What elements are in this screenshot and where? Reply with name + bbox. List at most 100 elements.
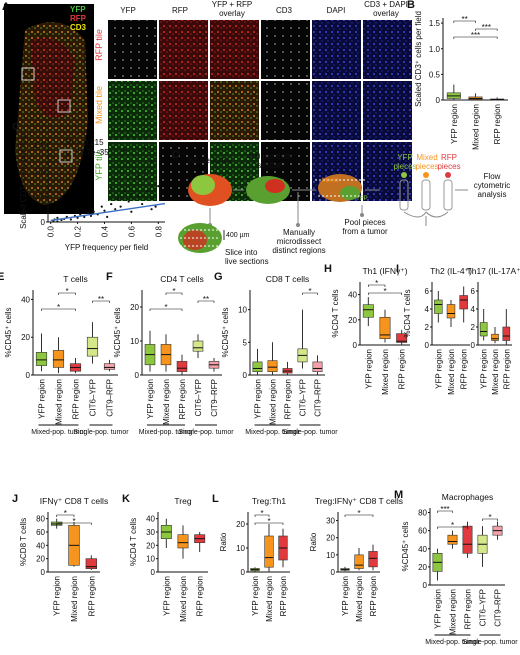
y-tick-label: 0 xyxy=(471,341,476,350)
box xyxy=(312,361,323,373)
y-axis-label: Ratio xyxy=(309,532,318,551)
significance-bracket xyxy=(197,300,215,303)
slices-rfp xyxy=(183,230,207,250)
image-tile xyxy=(210,81,259,140)
y-axis-label: %CD45⁺ cells xyxy=(221,307,230,357)
significance-bracket xyxy=(254,514,270,517)
x-tick-label: CIT9–RFP xyxy=(106,379,115,417)
y-tick-label: 0 xyxy=(241,568,246,577)
image-tile xyxy=(159,81,208,140)
legend-rfp: RFP xyxy=(70,14,87,23)
x-tick-label: RFP region xyxy=(464,589,473,629)
x-tick-label: Mixed region xyxy=(70,576,79,622)
y-axis-label: %CD45⁺ cells xyxy=(401,521,410,571)
chart-title: Treg xyxy=(174,496,191,506)
y-tick-label: 30 xyxy=(326,517,335,526)
x-tick-label: YFP region xyxy=(364,349,373,389)
column-header: RFP xyxy=(172,6,188,15)
fit-line xyxy=(50,202,166,222)
point xyxy=(143,169,146,172)
x-tick-label: Mixed region xyxy=(179,576,188,622)
legend-cd3: CD3 xyxy=(70,23,87,32)
y-tick-label: 0.5 xyxy=(34,192,46,201)
panel-label: K xyxy=(122,493,130,505)
y-tick-label: 10 xyxy=(146,555,155,564)
point xyxy=(100,205,103,208)
y-tick-label: 40 xyxy=(146,515,155,524)
image-tile xyxy=(363,142,412,201)
point xyxy=(76,216,79,219)
significance-label: * xyxy=(172,287,175,296)
x-tick-label: RFP region xyxy=(398,349,407,389)
y-axis-label: Scaled CD3⁺ cells per field xyxy=(414,11,423,107)
point xyxy=(106,215,109,218)
y-tick-label: 0 xyxy=(26,371,31,380)
significance-label: * xyxy=(451,521,454,530)
y-tick-label: 0 xyxy=(423,581,428,590)
y-tick-label: 40 xyxy=(348,291,357,300)
box xyxy=(354,554,364,569)
y-tick-label: 60 xyxy=(418,527,427,536)
point xyxy=(56,220,59,223)
image-tile xyxy=(159,20,208,79)
image-tile xyxy=(261,81,310,140)
connector-dot xyxy=(296,223,300,227)
x-tick-label: Mixed region xyxy=(162,379,171,425)
y-axis-label: %CD4 T cells xyxy=(331,289,340,337)
significance-bracket xyxy=(453,20,476,23)
significance-label: * xyxy=(64,509,67,518)
y-tick-label: 0 xyxy=(331,568,336,577)
y-tick-label: 20 xyxy=(36,555,45,564)
x-tick-label: RFP region xyxy=(196,576,205,616)
panel-label: B xyxy=(407,0,415,11)
point xyxy=(130,192,133,195)
x-tick-label: RFP region xyxy=(87,576,96,616)
significance-bracket xyxy=(92,300,110,303)
x-tick-label: RFP region xyxy=(493,104,502,144)
tube xyxy=(399,179,409,211)
step-label: Whole tumor xyxy=(187,156,233,165)
step-label: Flow cytometric analysis xyxy=(473,172,511,199)
box xyxy=(267,360,278,373)
significance-bracket xyxy=(453,36,498,39)
y-tick-label: 10 xyxy=(326,551,335,560)
box xyxy=(52,350,65,368)
box xyxy=(85,558,98,569)
point xyxy=(132,179,136,183)
piece xyxy=(401,172,407,178)
significance-bracket xyxy=(149,308,183,311)
connector-dot xyxy=(360,213,364,217)
x-tick-label: CIT6–YFP xyxy=(479,589,488,626)
box xyxy=(491,333,499,341)
panel-label: F xyxy=(106,271,113,283)
x-tick-label: RFP region xyxy=(279,576,288,616)
box xyxy=(368,551,378,568)
box xyxy=(434,299,443,314)
x-tick-label: Mixed region xyxy=(447,349,456,395)
y-tick-label: 30 xyxy=(146,528,155,537)
y-tick-label: 1.0 xyxy=(34,167,46,176)
tile-box xyxy=(21,67,35,81)
point xyxy=(150,208,153,211)
x-tick-label: RFP region xyxy=(369,576,378,616)
x-tick-label: Mixed region xyxy=(269,379,278,425)
point xyxy=(150,159,153,162)
point xyxy=(123,149,126,152)
box xyxy=(479,322,488,337)
x-tick-label: YFP region xyxy=(434,349,443,389)
x-tick-label: Mixed region xyxy=(472,104,481,150)
point xyxy=(119,205,122,208)
region-label: Mixed xyxy=(322,178,338,184)
point xyxy=(110,202,113,206)
point xyxy=(137,174,140,177)
y-axis-label: %CD4 T cells xyxy=(129,518,138,566)
x-tick-label: RFP region xyxy=(178,379,187,419)
thickness-label: 400 µm xyxy=(226,232,250,239)
significance-label: * xyxy=(57,303,60,312)
chart-title: CD4 T cells xyxy=(160,274,204,284)
point xyxy=(69,218,72,221)
point xyxy=(56,216,59,219)
significance-label: * xyxy=(260,509,263,518)
y-axis-label: %CD4 T cells xyxy=(403,289,412,337)
